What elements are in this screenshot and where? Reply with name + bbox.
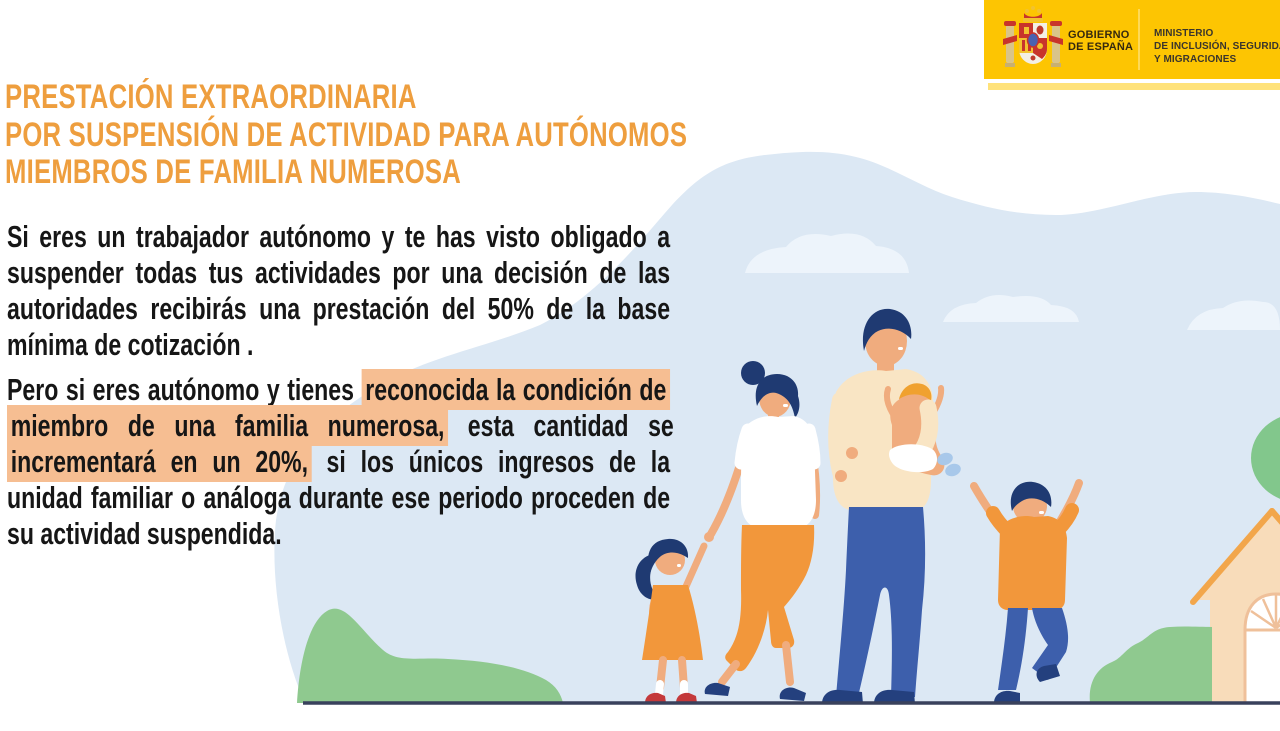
smile	[783, 404, 788, 407]
paragraph2-text2: esta cantidad se	[448, 408, 674, 443]
title-line3: MIEMBROS DE FAMILIA NUMEROSA	[5, 153, 462, 191]
government-name: GOBIERNO DE ESPAÑA	[1068, 29, 1133, 53]
cloud-icon	[1187, 300, 1280, 330]
cloud-icon	[943, 295, 1079, 322]
arched-window	[1243, 592, 1280, 705]
paragraph2-text3: si los únicos ingresos de la unidad fami…	[7, 444, 671, 551]
government-name-line2: DE ESPAÑA	[1068, 41, 1134, 53]
ministry-name: MINISTERIO DE INCLUSIÓN, SEGURIDAD Y MIG…	[1154, 27, 1280, 66]
ministry-name-line2: DE INCLUSIÓN, SEGURIDAD	[1154, 41, 1280, 52]
smile	[677, 564, 681, 567]
highlight-20-percent: incrementará en un 20%,	[7, 441, 312, 482]
ministry-name-line1: MINISTERIO	[1154, 28, 1214, 39]
mother-figure	[704, 361, 821, 701]
title-line2: POR SUSPENSIÓN DE ACTIVIDAD PARA AUTÓNOM…	[5, 115, 688, 154]
girl-figure	[635, 538, 708, 703]
clouds	[745, 233, 1280, 330]
spain-coat-of-arms-icon	[1003, 6, 1063, 67]
bushes	[297, 608, 1212, 703]
title-line1: PRESTACIÓN EXTRAORDINARIA	[5, 78, 417, 116]
page-title: PRESTACIÓN EXTRAORDINARIA POR SUSPENSIÓN…	[5, 78, 688, 192]
paragraph2-text1: Pero si eres autónomo y tienes	[7, 372, 362, 407]
cloud-icon	[745, 233, 909, 273]
smile	[898, 347, 903, 350]
bush-right	[1089, 626, 1212, 703]
paragraph-intro: Si eres un trabajador autónomo y te has …	[7, 219, 671, 362]
government-name-line1: GOBIERNO	[1068, 29, 1130, 41]
tree	[1251, 417, 1280, 499]
header-divider	[1138, 9, 1140, 70]
house	[1190, 508, 1280, 705]
ministry-name-line3: Y MIGRACIONES	[1154, 54, 1237, 65]
father-figure	[822, 308, 961, 704]
header-accent-bar	[988, 83, 1280, 90]
boy-figure	[970, 479, 1083, 703]
smile	[1039, 511, 1044, 514]
bush-left	[297, 608, 563, 703]
paragraph-familia-numerosa: Pero si eres autónomo y tienes reconocid…	[7, 369, 674, 552]
